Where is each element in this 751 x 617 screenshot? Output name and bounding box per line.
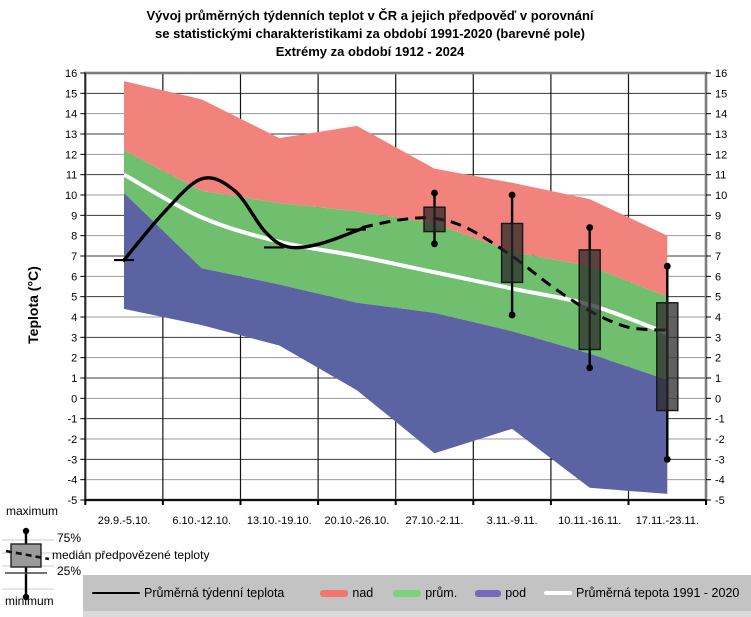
- y-tick-label-left: 1: [71, 373, 77, 385]
- boxplot-max-dot: [663, 262, 671, 270]
- glyph-min-dot: [22, 593, 30, 601]
- y-tick-label-left: -1: [68, 414, 78, 426]
- x-category-label: 3.11.-9.11.: [487, 515, 538, 527]
- band-pod: [124, 192, 668, 494]
- boxplot-legend-glyph: [2, 527, 54, 601]
- y-tick-label-right: 16: [715, 68, 727, 80]
- chart-title-line2: se statistickými charakteristikami za ob…: [155, 26, 585, 41]
- y-tick-label-right: 13: [715, 129, 727, 141]
- boxplot-min-dot: [508, 311, 516, 319]
- y-tick-label-left: 13: [65, 129, 77, 141]
- y-tick-label-left: -5: [68, 495, 78, 507]
- mean-line-label: Průměrná tepota 1991 - 2020: [576, 586, 740, 600]
- y-tick-label-right: 12: [715, 149, 727, 161]
- legend-75pct-label: 75%: [57, 531, 82, 545]
- chart-title-line3: Extrémy za období 1912 - 2024: [275, 44, 465, 59]
- y-tick-label-left: 5: [71, 292, 77, 304]
- y-tick-label-left: 6: [71, 271, 77, 283]
- y-tick-label-left: 7: [71, 251, 77, 263]
- x-category-label: 29.9.-5.10.: [98, 515, 151, 527]
- y-tick-label-right: 0: [715, 393, 721, 405]
- y-tick-label-right: 6: [715, 271, 721, 283]
- boxplot-iqr-box: [500, 222, 524, 284]
- mean-line-swatch: [544, 591, 573, 595]
- y-tick-label-right: 3: [715, 332, 721, 344]
- y-tick-label-right: 8: [715, 231, 721, 243]
- plot-frame: [80, 71, 711, 505]
- weekly-actual-line: [122, 176, 364, 262]
- y-tick-label-left: -2: [68, 434, 78, 446]
- y-tick-label-right: 9: [715, 210, 721, 222]
- y-tick-label-right: 5: [715, 292, 721, 304]
- boxplot-min-dot: [663, 455, 671, 463]
- y-tick-label-left: 9: [71, 210, 77, 222]
- band-nad: [124, 81, 668, 297]
- weekly-line-label: Průměrná týdenní teplota: [144, 586, 285, 600]
- boxplot-iqr-box: [656, 302, 679, 412]
- y-tick-label-left: 16: [65, 68, 77, 80]
- legend-bar: Průměrná týdenní teplota nad prům. pod P…: [83, 575, 751, 611]
- pod-band-swatch: [475, 589, 502, 597]
- boxplot-max-dot: [431, 189, 438, 197]
- y-tick-label-left: 2: [71, 353, 77, 365]
- y-tick-label-right: 2: [715, 353, 721, 365]
- boxplot-min-dot: [586, 364, 594, 372]
- y-tick-label-right: 1: [715, 373, 721, 385]
- y-tick-label-left: 0: [71, 393, 77, 405]
- nad-band-label: nad: [352, 586, 374, 600]
- y-tick-label-left: 4: [71, 312, 77, 324]
- boxplot-max-dot: [586, 224, 594, 231]
- y-tick-label-right: 4: [715, 312, 721, 324]
- x-category-label: 17.11.-23.11.: [636, 515, 699, 527]
- y-tick-label-right: 7: [715, 251, 721, 263]
- forecast-boxplots: [423, 189, 679, 463]
- x-category-label: 13.10.-19.10.: [247, 515, 312, 527]
- y-tick-label-right: -5: [715, 495, 725, 507]
- weekly-line-swatch: [92, 591, 140, 595]
- y-tick-label-right: 10: [715, 190, 727, 202]
- prum-band-label: prům.: [425, 586, 458, 600]
- chart-title: Vývoj průměrných týdenních teplot v ČR a…: [0, 7, 740, 61]
- y-tick-label-left: 3: [71, 332, 77, 344]
- nad-band-swatch: [320, 589, 349, 597]
- pod-band-label: pod: [505, 586, 527, 600]
- boxplot-max-dot: [508, 191, 516, 199]
- y-tick-label-left: 10: [65, 190, 77, 202]
- glyph-max-dot: [22, 527, 30, 535]
- x-category-label: 10.11.-16.11.: [558, 515, 621, 527]
- y-tick-label-right: 15: [715, 88, 727, 100]
- y-tick-label-left: 11: [66, 170, 77, 182]
- chart-title-line1: Vývoj průměrných týdenních teplot v ČR a…: [146, 8, 594, 23]
- y-tick-label-left: 14: [65, 109, 77, 121]
- y-tick-label-right: -4: [715, 475, 725, 487]
- y-tick-label-right: 14: [715, 109, 727, 121]
- legend-median-label: medián předpovězené teploty: [52, 548, 210, 562]
- y-tick-label-right: -1: [715, 414, 725, 426]
- boxplot-min-dot: [431, 240, 438, 248]
- x-category-label: 27.10.-2.11.: [406, 515, 464, 527]
- glyph-median-dash: [5, 549, 50, 561]
- y-tick-label-left: -3: [68, 454, 78, 466]
- temperature-chart-svg: -5 -5-4 -4-3 -3-2 -2-1 -10 01 12 23 34 45 56 67 78 89 9…: [65, 68, 727, 527]
- boxplot-iqr-box: [423, 206, 446, 233]
- y-tick-label-left: 12: [65, 149, 77, 161]
- boxplot-iqr-box: [578, 249, 601, 351]
- x-category-label: 6.10.-12.10.: [172, 515, 231, 527]
- axis-tick-labels: -5 -5-4 -4-3 -3-2 -2-1 -10 01 12 23 34 45 56 67 78 89 9…: [65, 68, 727, 527]
- y-tick-label-right: -2: [715, 434, 725, 446]
- y-tick-label-right: 11: [715, 170, 726, 182]
- legend-maximum-label: maximum: [6, 504, 59, 518]
- y-tick-label-left: 15: [65, 88, 77, 100]
- y-tick-label-left: -4: [68, 475, 78, 487]
- legend-bar-shadow: [83, 611, 751, 617]
- y-tick-label-right: -3: [715, 454, 725, 466]
- x-category-label: 20.10.-26.10.: [324, 515, 389, 527]
- legend-25pct-label: 25%: [57, 564, 82, 578]
- legend-minimum-label: minimum: [5, 594, 54, 608]
- prum-band-swatch: [393, 589, 422, 597]
- y-tick-label-left: 8: [71, 231, 77, 243]
